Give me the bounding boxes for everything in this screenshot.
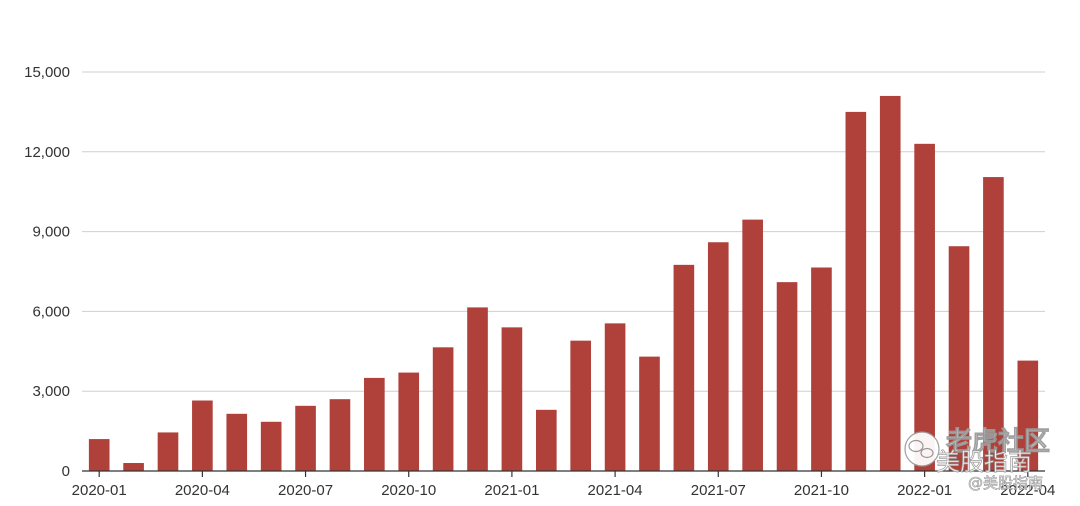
y-axis-tick-labels: 0 3,000 6,000 9,000 12,000 15,000 (24, 64, 70, 480)
bar-2020-09 (364, 377, 385, 471)
x-axis-ticks: 2020-01 2020-04 2020-07 2020-10 2021-01 2021-… (72, 471, 1055, 499)
bar-2020-07 (295, 405, 316, 471)
bar-2022-02 (948, 246, 970, 471)
y-tick-label: 6,000 (32, 303, 70, 320)
bar-2021-12 (879, 95, 901, 471)
bar-2021-07 (707, 242, 729, 471)
x-tick-label: 2021-04 (588, 482, 643, 499)
y-tick-label: 3,000 (32, 383, 70, 400)
bar-2020-08 (329, 399, 351, 471)
x-tick-label: 2020-04 (175, 482, 230, 499)
bars (88, 95, 1039, 472)
bar-2021-11 (845, 111, 867, 472)
bar-2021-10 (811, 267, 832, 471)
bar-2022-03 (983, 177, 1004, 471)
bar-2020-04 (192, 400, 213, 471)
y-tick-label: 12,000 (24, 144, 70, 161)
x-tick-label: 2022-01 (897, 482, 952, 499)
bar-2020-12 (467, 307, 488, 471)
bar-2021-02 (535, 409, 557, 471)
x-tick-label: 2021-07 (691, 482, 746, 499)
bar-2020-03 (157, 432, 179, 471)
watermark-brand: 老虎社区 (946, 426, 1050, 457)
x-tick-label: 2020-10 (381, 482, 436, 499)
watermark-handle: @美股指南 (968, 474, 1043, 492)
x-tick-label: 2020-01 (72, 482, 127, 499)
x-tick-label: 2021-01 (484, 482, 539, 499)
bar-2021-06 (673, 264, 695, 471)
x-tick-label: 2021-10 (794, 482, 849, 499)
bar-2020-01 (88, 439, 110, 471)
bar-2021-01 (501, 327, 523, 471)
bar-2020-11 (432, 347, 454, 471)
bar-2021-03 (570, 340, 592, 471)
y-tick-label: 9,000 (32, 224, 70, 241)
bar-2022-01 (914, 143, 935, 471)
bar-2020-10 (398, 372, 420, 471)
y-tick-label: 15,000 (24, 64, 70, 81)
bar-2022-04 (1017, 360, 1039, 471)
bar-2021-08 (742, 219, 763, 471)
x-tick-label: 2022-04 (1000, 482, 1055, 499)
watermark-channel: 美股指南 (936, 448, 1032, 476)
bar-2020-02 (123, 463, 144, 471)
bar-2020-06 (260, 421, 282, 471)
bar-2021-09 (776, 282, 798, 471)
watermark: 老虎社区 美股指南 @美股指南 (904, 426, 1050, 492)
wechat-logo-icon (904, 431, 940, 467)
bar-2020-05 (226, 413, 248, 471)
y-tick-label: 0 (62, 463, 70, 480)
x-tick-label: 2020-07 (278, 482, 333, 499)
bar-2021-05 (639, 356, 660, 471)
bar-2021-04 (604, 323, 626, 471)
